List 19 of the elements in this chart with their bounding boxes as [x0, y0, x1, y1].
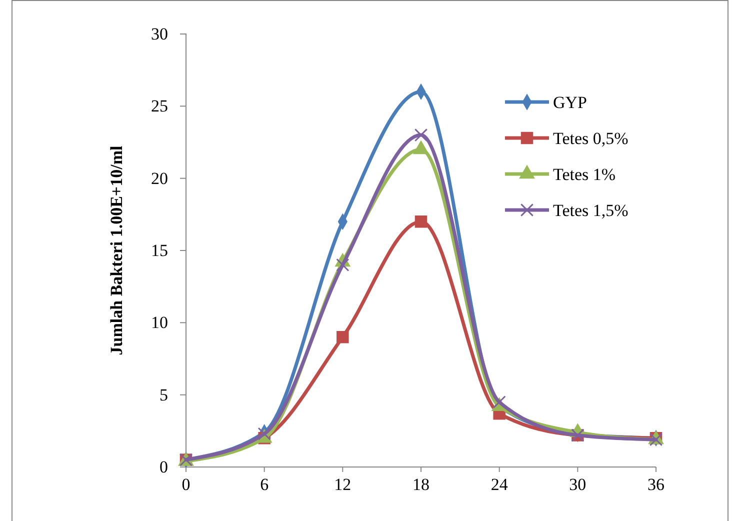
y-axis-title: Jumlah Bakteri 1.00E+10/ml — [107, 146, 126, 356]
y-tick-label: 5 — [160, 385, 168, 404]
x-tick-label: 30 — [569, 475, 586, 494]
y-tick-label: 25 — [151, 96, 168, 116]
x-tick-label: 6 — [260, 475, 269, 494]
x-tick-label: 12 — [334, 475, 352, 494]
x-tick-label: 24 — [490, 475, 508, 494]
x-tick-label: 0 — [182, 475, 190, 494]
x-tick-label: 18 — [412, 475, 430, 494]
y-tick-label: 0 — [160, 457, 168, 476]
y-tick-label: 30 — [151, 24, 168, 44]
legend-label: Tetes 1% — [553, 165, 616, 184]
y-tick-label: 20 — [151, 168, 168, 188]
legend-label: GYP — [553, 93, 588, 112]
y-tick-label: 10 — [151, 313, 168, 332]
legend-label: Tetes 1,5% — [553, 201, 628, 220]
legend-label: Tetes 0,5% — [553, 129, 628, 148]
x-tick-label: 36 — [648, 475, 664, 494]
y-tick-label: 15 — [151, 240, 168, 260]
